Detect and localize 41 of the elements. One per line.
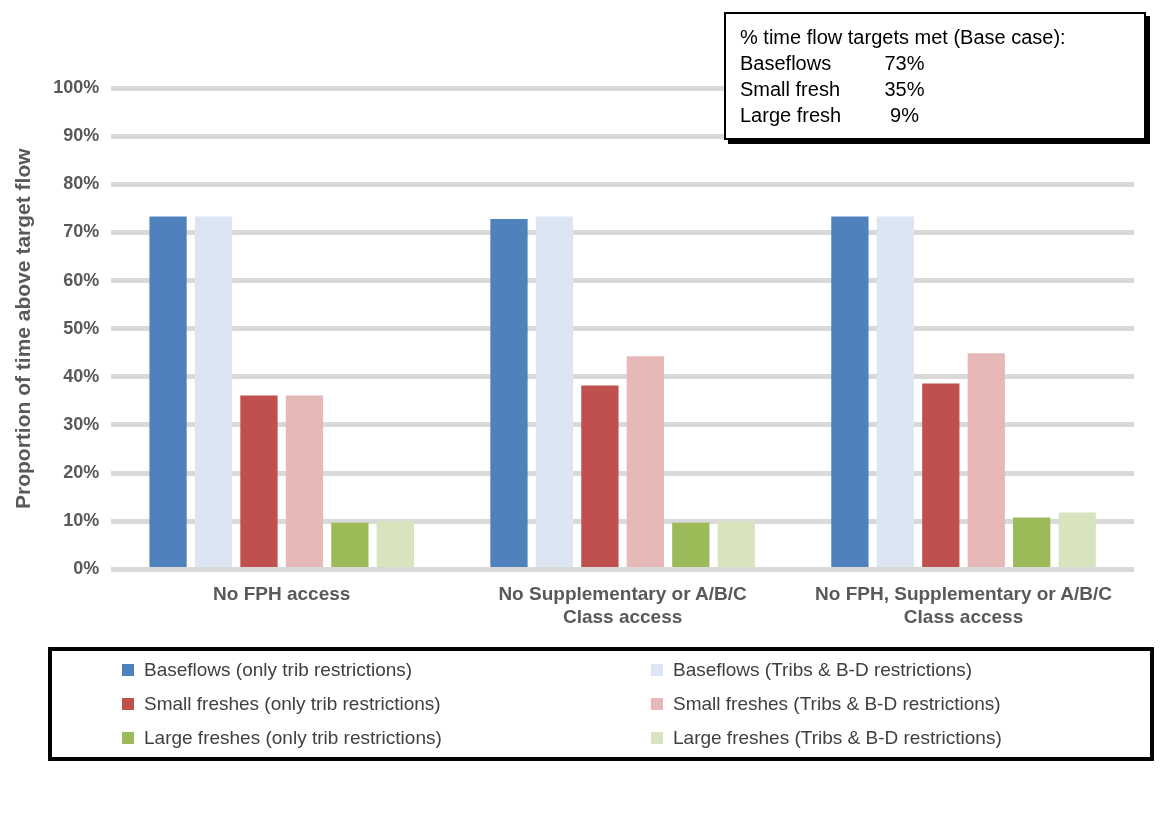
y-tick-label: 20% xyxy=(63,462,100,483)
bar xyxy=(194,216,233,567)
legend-label: Baseflows (Tribs & B-D restrictions) xyxy=(673,659,973,681)
bar xyxy=(376,521,414,567)
legend-label: Baseflows (only trib restrictions) xyxy=(144,659,413,681)
bar xyxy=(626,356,664,567)
bar xyxy=(149,216,187,567)
legend-label: Small freshes (only trib restrictions) xyxy=(144,693,441,715)
annotation: Small fresh 35% xyxy=(740,77,926,102)
legend-label: Small freshes (Tribs & B-D restrictions) xyxy=(673,693,1001,715)
y-tick-label: 40% xyxy=(63,365,100,386)
bar xyxy=(831,216,869,567)
bar xyxy=(285,395,324,567)
y-tick-label: 80% xyxy=(63,173,100,194)
y-tick-label: 90% xyxy=(63,125,100,146)
bar xyxy=(967,353,1005,567)
bar xyxy=(922,383,960,567)
bar xyxy=(1013,517,1051,567)
y-tick-label: 0% xyxy=(73,558,100,579)
y-axis-title: Proportion of time above target flow xyxy=(11,147,35,509)
y-tick-label: 10% xyxy=(63,510,100,531)
bar xyxy=(876,216,914,567)
y-tick-label: 100% xyxy=(53,76,100,97)
bar xyxy=(672,522,710,567)
x-tick-label: No Supplementary or A/B/C Class access xyxy=(498,583,748,627)
bar xyxy=(717,521,755,567)
bar xyxy=(1058,512,1096,567)
y-tick-label: 30% xyxy=(63,413,100,434)
bar xyxy=(240,395,278,567)
bar xyxy=(331,522,369,567)
y-tick-label: 60% xyxy=(63,269,100,290)
annotation: Large fresh 9% xyxy=(740,103,920,128)
x-tick-label: No FPH access xyxy=(213,583,351,605)
y-tick-label: 50% xyxy=(63,317,100,338)
legend-label: Large freshes (only trib restrictions) xyxy=(144,727,442,749)
y-tick-label: 70% xyxy=(63,221,100,242)
bar xyxy=(535,216,574,567)
legend-label: Large freshes (Tribs & B-D restrictions) xyxy=(673,727,1002,749)
bar xyxy=(490,218,528,567)
bar xyxy=(581,385,619,567)
x-tick-label: No FPH, Supplementary or A/B/C Class access xyxy=(815,583,1113,627)
